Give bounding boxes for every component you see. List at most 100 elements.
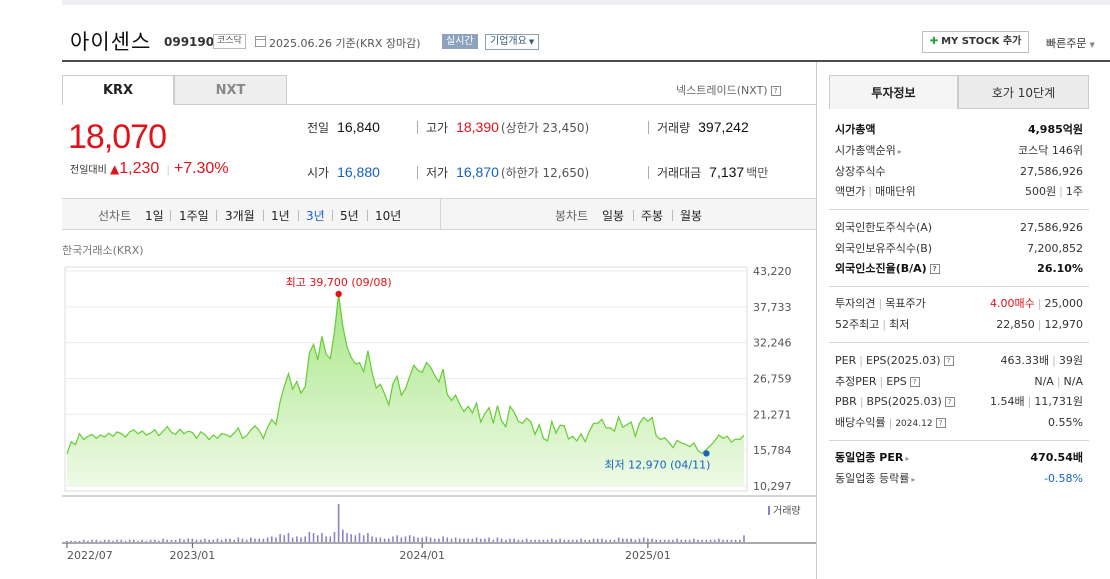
change-percent: +7.30% <box>173 160 229 177</box>
volume-bar <box>617 537 620 542</box>
opinion-value: 4.00매수 <box>990 297 1035 310</box>
volume-bar <box>124 540 127 542</box>
quick-order-label: 빠른주문 <box>1046 37 1087 50</box>
mcap-rank-link[interactable]: 시가총액순위 ▸ <box>835 141 902 162</box>
tab-orderbook[interactable]: 호가 10단계 <box>958 75 1089 109</box>
volume-bar <box>433 538 436 542</box>
period-1w[interactable]: 1주일 <box>179 209 209 223</box>
volume-bar <box>693 538 695 542</box>
div-value: 0.55% <box>1048 416 1083 429</box>
period-3y[interactable]: 3년 <box>306 209 325 223</box>
volume-bar <box>634 539 637 542</box>
tab-nxt[interactable]: NXT <box>174 75 287 105</box>
volume-bar <box>471 538 474 542</box>
volume-bar <box>701 539 704 542</box>
target-value: 25,000 <box>1044 297 1084 310</box>
divider <box>417 121 418 134</box>
help-icon[interactable]: ? <box>943 356 954 366</box>
stock-header: 아이센스 099190 코스닥 2025.06.26 기준(KRX 장마감) 실… <box>62 24 1110 60</box>
nextrade-link[interactable]: 넥스트레이드(NXT)? <box>676 82 781 98</box>
volume-bar <box>70 540 72 542</box>
separator <box>672 210 673 221</box>
volume-bar <box>321 533 323 542</box>
volume-bar <box>588 539 591 542</box>
period-10y[interactable]: 10년 <box>375 209 402 223</box>
shares-label: 상장주식수 <box>835 165 886 178</box>
volume-bar <box>504 539 507 542</box>
volume-bar <box>684 539 687 542</box>
industry-per-link[interactable]: 동일업종 PER ▸ <box>835 448 909 469</box>
est-per-value: N/A <box>1034 375 1054 388</box>
per-value: 463.33배 <box>1000 354 1050 367</box>
help-icon[interactable]: ? <box>909 377 920 387</box>
quick-order-link[interactable]: 빠른주문 ▼ <box>1046 35 1095 51</box>
company-info-dropdown[interactable]: 기업개요 ▼ <box>485 34 540 50</box>
volume-bar <box>651 538 653 542</box>
volume-bar <box>450 538 453 542</box>
stock-code: 099190 <box>164 35 215 49</box>
mcap-value: 4,985억원 <box>1027 123 1083 136</box>
per-label: PER <box>835 354 857 367</box>
volume-bar <box>275 537 277 542</box>
high-value: 18,390 <box>456 119 499 135</box>
open-value: 16,880 <box>337 164 380 180</box>
volume-bar <box>78 540 81 542</box>
volume-bar <box>174 539 177 542</box>
period-5y[interactable]: 5년 <box>340 209 359 223</box>
x-tick-label: 2023/01 <box>170 549 216 562</box>
nextrade-label: 넥스트레이드(NXT) <box>676 84 768 97</box>
volume-bar <box>233 539 235 542</box>
help-icon[interactable]: ? <box>935 418 946 428</box>
bps-label: BPS(2025.03) <box>866 395 942 408</box>
volume-bar <box>739 539 741 542</box>
volume-bar <box>291 537 294 542</box>
volume-bar <box>179 538 181 542</box>
help-icon[interactable]: ? <box>770 86 781 96</box>
arrow-right-icon: ▸ <box>905 454 910 463</box>
volume-label: 거래량 <box>657 121 691 135</box>
stat-open: 시가 16,880 <box>307 164 380 181</box>
candle-weekly[interactable]: 주봉 <box>641 209 664 223</box>
tab-krx[interactable]: KRX <box>62 75 174 105</box>
volume-bar <box>413 536 415 542</box>
volume-bar <box>82 539 85 542</box>
chart-source: 한국거래소(KRX) <box>62 244 144 257</box>
candle-monthly[interactable]: 월봉 <box>680 209 703 223</box>
volume-bar <box>667 539 670 542</box>
period-3m[interactable]: 3개월 <box>225 209 255 223</box>
amount-unit: 백만 <box>746 166 769 180</box>
candle-daily[interactable]: 일봉 <box>602 209 625 223</box>
y-tick-label: 26,759 <box>753 372 792 385</box>
realtime-button[interactable]: 실시간 <box>442 34 478 49</box>
price-chart[interactable]: 43,220 37,733 32,246 26,759 21,271 15,784 10,2… <box>62 255 816 579</box>
caret-down-icon: ▼ <box>1089 41 1095 49</box>
volume-legend-swatch <box>768 506 770 515</box>
help-icon[interactable]: ? <box>944 397 955 407</box>
help-icon[interactable]: ? <box>929 264 940 274</box>
volume-bar <box>688 539 691 542</box>
period-1d[interactable]: 1일 <box>145 209 164 223</box>
my-stock-button[interactable]: ✚ MY STOCK 추가 <box>922 31 1029 53</box>
period-1y[interactable]: 1년 <box>271 209 290 223</box>
volume-bar <box>170 539 173 542</box>
w52-low-label: 최저 <box>889 318 910 331</box>
volume-bar <box>647 538 649 542</box>
volume-bar <box>346 533 348 542</box>
volume-bar <box>479 538 482 542</box>
volume-bar <box>563 539 566 542</box>
price-line <box>66 293 745 455</box>
est-eps-value: N/A <box>1063 375 1083 388</box>
volume-bar <box>475 537 478 542</box>
x-tick-label: 2024/01 <box>399 549 445 562</box>
low-value: 16,870 <box>456 164 499 180</box>
separator <box>332 210 333 221</box>
plus-icon: ✚ <box>929 36 939 47</box>
row-foreign-ratio: 외국인소진율(B/A)? 26.10% <box>835 259 1083 279</box>
max-label: 최고 39,700 (09/08) <box>286 276 392 289</box>
row-per: PER | EPS(2025.03)? 463.33배 | 39원 <box>835 354 1083 367</box>
volume-bar <box>87 540 89 542</box>
separator <box>298 210 299 221</box>
tab-invest-info[interactable]: 투자정보 <box>829 75 958 109</box>
volume-legend: 거래량 <box>773 505 801 517</box>
industry-change-link[interactable]: 동일업종 등락률 ▸ <box>835 469 915 490</box>
